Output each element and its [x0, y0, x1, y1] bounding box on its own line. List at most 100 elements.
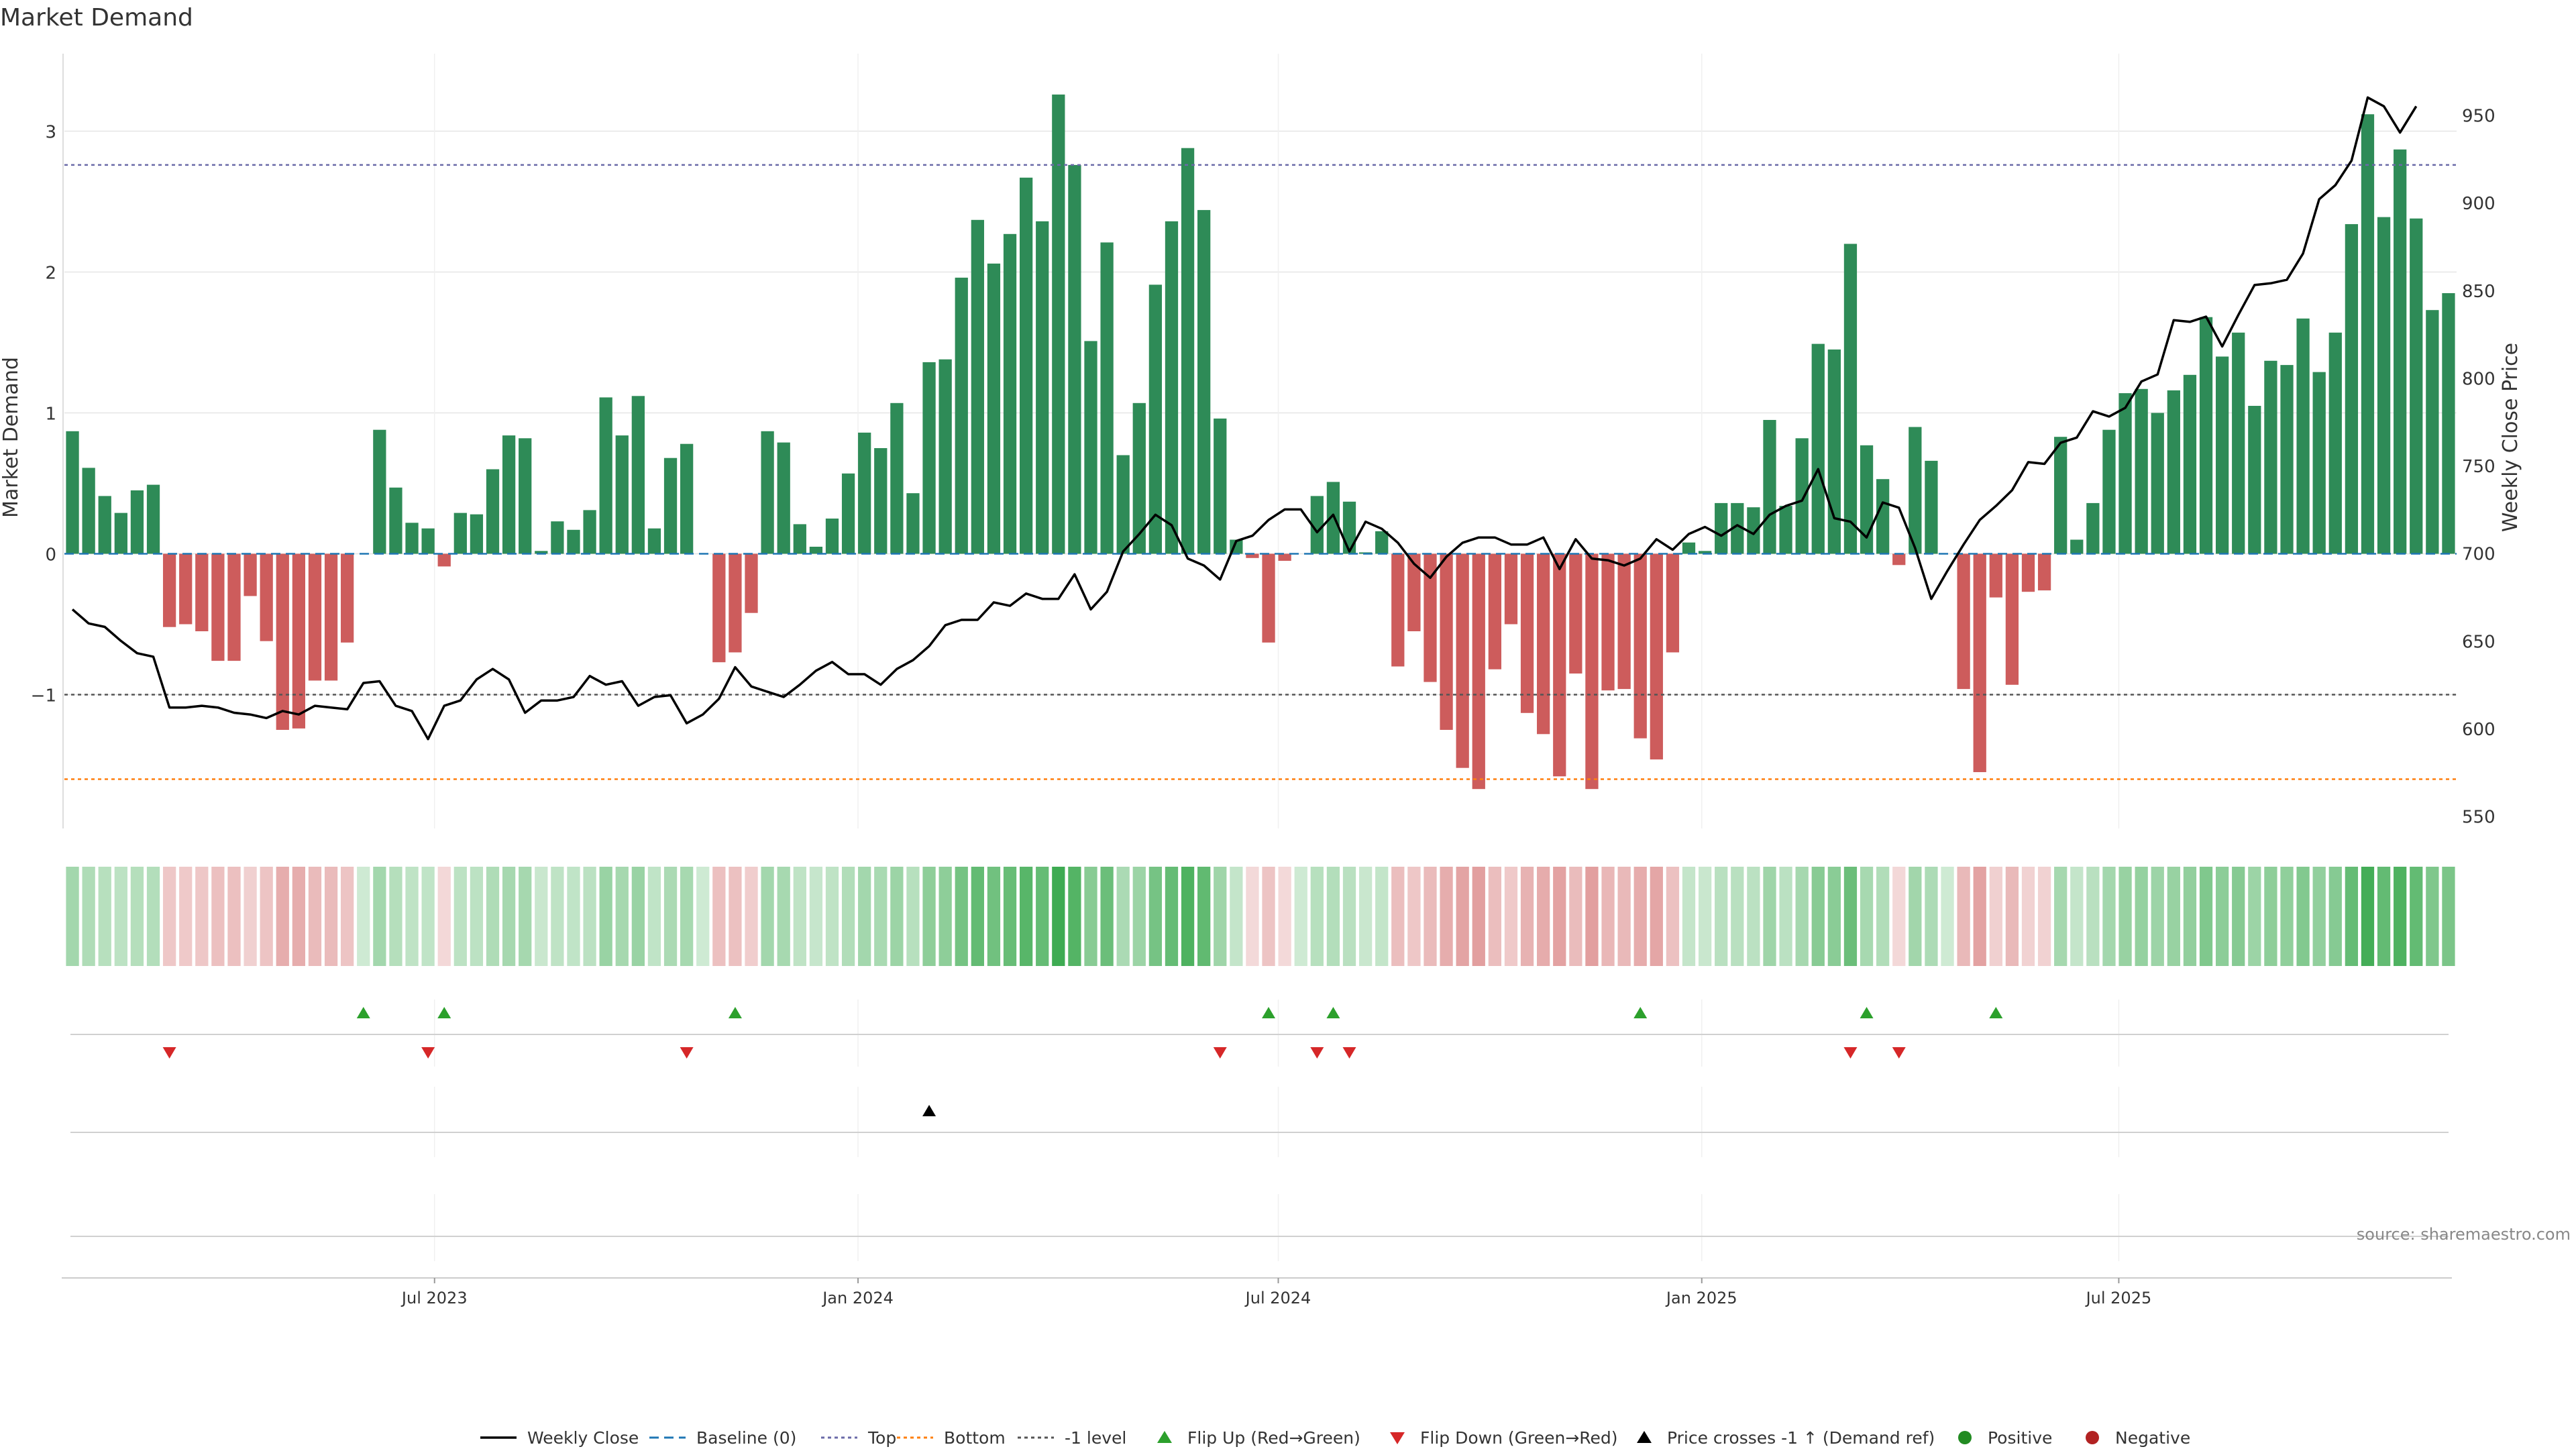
demand-bar [1488, 553, 1502, 669]
demand-bar [825, 519, 839, 554]
heat-cell [2296, 867, 2310, 966]
heat-cell [825, 867, 839, 966]
heat-cell [486, 867, 500, 966]
heat-cell [1036, 867, 1049, 966]
heat-cell [1650, 867, 1663, 966]
demand-bar [567, 529, 580, 554]
y-tick-label: 3 [45, 123, 56, 143]
demand-bar [1181, 148, 1195, 554]
heat-cell [2086, 867, 2100, 966]
flip-down-marker [162, 1047, 176, 1059]
heat-cell [2151, 867, 2164, 966]
heat-cell [1003, 867, 1017, 966]
demand-bar [1052, 94, 1065, 554]
flip-markers-panel [70, 1000, 2449, 1067]
demand-bar [1763, 420, 1776, 554]
heat-cell [647, 867, 661, 966]
demand-bar [1601, 553, 1615, 691]
demand-bar [551, 521, 564, 554]
heat-cell [453, 867, 467, 966]
demand-bar [162, 553, 176, 627]
demand-bar [1779, 506, 1792, 554]
heat-cell [82, 867, 95, 966]
legend-label: Negative [2115, 1428, 2190, 1448]
legend: Weekly Close Baseline (0) Top Bottom -1 leve… [480, 1428, 2190, 1448]
heat-cell [1294, 867, 1307, 966]
flip-up-marker [1262, 1007, 1276, 1018]
heat-cell [1957, 867, 1970, 966]
heat-cell [1391, 867, 1405, 966]
heat-cell [1019, 867, 1033, 966]
flip-down-marker [680, 1047, 694, 1059]
demand-bar [2312, 372, 2326, 554]
flip-down-marker [1892, 1047, 1906, 1059]
heat-cell [567, 867, 580, 966]
heat-cell [1698, 867, 1712, 966]
heat-cell [357, 867, 370, 966]
heat-cell [179, 867, 193, 966]
demand-bar [244, 553, 257, 596]
demand-bar [1909, 427, 1922, 554]
flip-up-marker [1633, 1007, 1648, 1018]
heat-cell [1504, 867, 1518, 966]
heat-cell [1553, 867, 1566, 966]
flip-up-marker [437, 1007, 451, 1018]
flip-up-marker [1326, 1007, 1340, 1018]
demand-bar [341, 553, 354, 643]
heat-cell [308, 867, 322, 966]
heat-cell [2199, 867, 2213, 966]
demand-bar [1569, 553, 1582, 674]
demand-bar [890, 402, 904, 554]
legend-swatch [2086, 1431, 2099, 1444]
demand-bar [1617, 553, 1631, 690]
y2-axis-label: Weekly Close Price [2499, 343, 2522, 532]
flip-down-marker [1342, 1047, 1356, 1059]
heat-cell [1843, 867, 1858, 966]
heat-cell [437, 867, 451, 966]
demand-bar [615, 435, 629, 554]
legend-swatch [1958, 1431, 1972, 1444]
heat-cell [1715, 867, 1728, 966]
demand-bar [2054, 437, 2068, 554]
heat-cell [2232, 867, 2245, 966]
demand-bar [2394, 149, 2407, 554]
demand-bar [647, 528, 661, 554]
heat-cell [1375, 867, 1389, 966]
heat-cell [2394, 867, 2407, 966]
demand-bar [583, 510, 596, 554]
demand-bar [2118, 393, 2132, 554]
demand-bar [98, 496, 111, 554]
heat-cell [130, 867, 144, 966]
demand-bar [1472, 553, 1485, 790]
demand-bar [1391, 553, 1405, 667]
heat-cell [2410, 867, 2423, 966]
demand-bar [1036, 221, 1049, 554]
y2-tick-label: 800 [2462, 369, 2496, 389]
heat-cell [1989, 867, 2002, 966]
demand-bar [1811, 343, 1825, 554]
demand-bar [2280, 365, 2294, 554]
demand-bar [1650, 553, 1663, 760]
flip-down-marker [1843, 1047, 1858, 1059]
heat-cell [1601, 867, 1615, 966]
demand-bar [841, 473, 855, 554]
demand-bar [680, 443, 694, 554]
demand-bar [1003, 233, 1017, 554]
x-tick-label: Jan 2025 [1665, 1289, 1737, 1307]
demand-bar [1633, 553, 1647, 739]
demand-bar [1666, 553, 1680, 653]
heat-cell [2183, 867, 2197, 966]
y-tick-label: −1 [31, 686, 56, 706]
heat-cell [2264, 867, 2277, 966]
heat-cell [162, 867, 176, 966]
heat-cell [1148, 867, 1163, 966]
heat-cell [1197, 867, 1211, 966]
heat-cell [1617, 867, 1631, 966]
legend-label: Top [867, 1428, 896, 1448]
heat-cell [1440, 867, 1453, 966]
x-tick-label: Jul 2025 [2085, 1289, 2152, 1307]
y-tick-label: 1 [45, 405, 56, 425]
heat-cell [114, 867, 127, 966]
heat-cell [777, 867, 790, 966]
legend-label: Flip Down (Green→Red) [1420, 1428, 1618, 1448]
